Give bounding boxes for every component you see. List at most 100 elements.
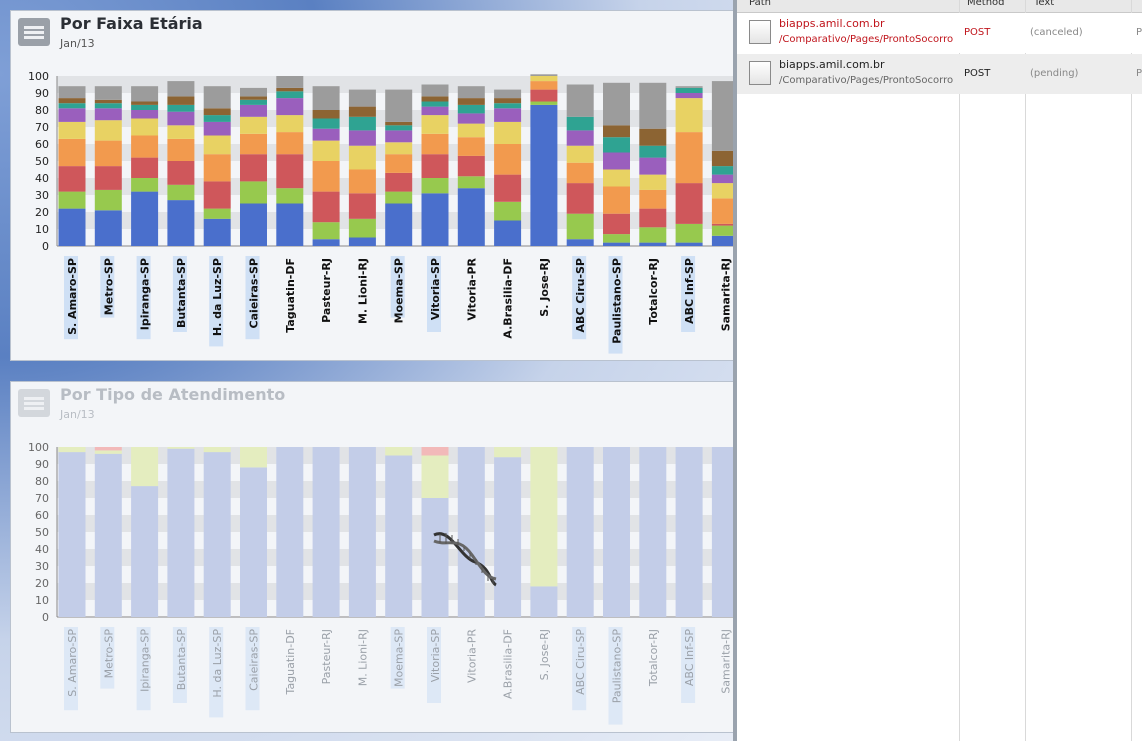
request-type: Pe <box>1136 68 1142 79</box>
category-label: ABC Ciru-SP <box>574 258 587 332</box>
y-tick-label: 40 <box>35 172 49 185</box>
bar-segment <box>457 104 485 114</box>
category-label: Metro-SP <box>102 629 115 679</box>
bar-segment <box>58 86 86 99</box>
network-request-row[interactable]: biapps.amil.com.br /Comparativo/Pages/Pr… <box>737 54 1142 94</box>
category-label: A.Brasilia-DF <box>502 258 515 339</box>
panel-menu-icon[interactable] <box>18 389 50 417</box>
category-label: Samarita-RJ <box>719 258 732 331</box>
bar-segment <box>312 222 340 240</box>
y-tick-label: 0 <box>42 240 49 253</box>
bar-segment <box>131 135 159 158</box>
panel-menu-icon[interactable] <box>18 18 50 46</box>
bar-segment <box>240 133 267 155</box>
column-text[interactable]: Text <box>1034 0 1055 8</box>
bar-segment <box>639 82 667 129</box>
bar-segment <box>385 154 413 173</box>
y-tick-label: 80 <box>35 104 49 117</box>
bar-segment <box>457 113 485 124</box>
request-method: POST <box>964 68 991 79</box>
bar-segment <box>530 101 558 105</box>
bar-segment <box>276 91 304 99</box>
age-range-panel: Por Faixa Etária Jan/13 0 10 20 30 40 50 60 70 8… <box>10 10 734 361</box>
y-tick-label: 60 <box>35 138 49 151</box>
category-highlight <box>64 256 78 340</box>
category-label: Paulistano-SP <box>611 629 624 704</box>
bar-segment <box>58 138 86 167</box>
category-highlight <box>427 256 441 332</box>
bar-segment <box>131 486 159 617</box>
bar-segment <box>94 103 122 109</box>
bar-segment <box>603 186 630 214</box>
bar-segment <box>421 101 449 107</box>
bar-segment <box>348 193 376 219</box>
bar-segment <box>240 154 267 182</box>
bar-segment <box>421 154 449 178</box>
bar-segment <box>385 125 413 131</box>
y-tick-label: 90 <box>35 87 49 100</box>
category-label: Butanta-SP <box>175 258 188 328</box>
bar-segment <box>385 142 413 155</box>
bar-segment <box>348 218 376 238</box>
bar-segment <box>603 234 630 243</box>
bar-segment <box>312 191 340 223</box>
bar-segment <box>494 457 522 617</box>
category-highlight <box>572 627 587 711</box>
bar-segment <box>203 452 231 617</box>
category-label: S. Jose-RJ <box>538 258 551 317</box>
bar-segment <box>167 104 195 112</box>
bar-segment <box>203 447 231 453</box>
category-highlight <box>245 627 260 711</box>
y-tick-label: 20 <box>35 577 49 590</box>
network-request-row[interactable]: biapps.amil.com.br /Comparativo/Pages/Pr… <box>737 13 1142 53</box>
bar-segment <box>58 208 86 246</box>
bar-segment <box>566 145 594 163</box>
category-label: Taguatin-DF <box>284 629 297 695</box>
category-label: Butanta-SP <box>175 629 188 691</box>
bar-segment <box>639 128 667 146</box>
category-label: A.Brasilia-DF <box>502 629 515 699</box>
category-highlight <box>608 256 623 354</box>
bar-segment <box>276 203 304 246</box>
category-highlight <box>100 256 115 318</box>
bar-segment <box>276 132 304 155</box>
bar-segment <box>494 447 522 458</box>
bar-segment <box>494 98 522 104</box>
bar-segment <box>94 189 122 211</box>
bar-segment <box>711 235 733 246</box>
bar-segment <box>94 140 122 167</box>
column-path[interactable]: Path <box>749 0 771 8</box>
bar-segment <box>203 108 231 116</box>
bar-segment <box>530 89 558 102</box>
bar-segment <box>566 183 594 214</box>
bar-segment <box>639 145 667 158</box>
bar-segment <box>203 208 231 219</box>
bar-segment <box>312 86 340 110</box>
y-tick-label: 20 <box>35 206 49 219</box>
bar-segment <box>711 166 733 175</box>
bar-segment <box>494 108 522 122</box>
category-label: Ipiranga-SP <box>139 258 152 330</box>
bar-segment <box>421 193 449 246</box>
bar-segment <box>131 157 159 178</box>
bar-segment <box>167 448 195 617</box>
bar-segment <box>167 125 195 139</box>
bar-segment <box>711 183 733 199</box>
category-highlight <box>64 627 78 711</box>
bar-segment <box>421 84 449 97</box>
bar-segment <box>94 447 122 451</box>
category-label: Vitoria-PR <box>465 257 478 320</box>
bar-segment <box>457 155 485 177</box>
category-label: M. Lioni-RJ <box>356 258 369 324</box>
bar-segment <box>94 108 122 121</box>
column-method[interactable]: Method <box>967 0 1005 8</box>
y-tick-label: 30 <box>35 560 49 573</box>
category-highlight <box>427 627 441 703</box>
bar-segment <box>711 223 733 226</box>
bar-segment <box>131 86 159 102</box>
panel-title: Por Tipo de Atendimento <box>60 385 286 404</box>
request-path: /Comparativo/Pages/ProntoSocorro <box>779 75 954 86</box>
bar-segment <box>131 101 159 105</box>
bar-segment <box>131 191 159 246</box>
bar-segment <box>711 150 733 167</box>
